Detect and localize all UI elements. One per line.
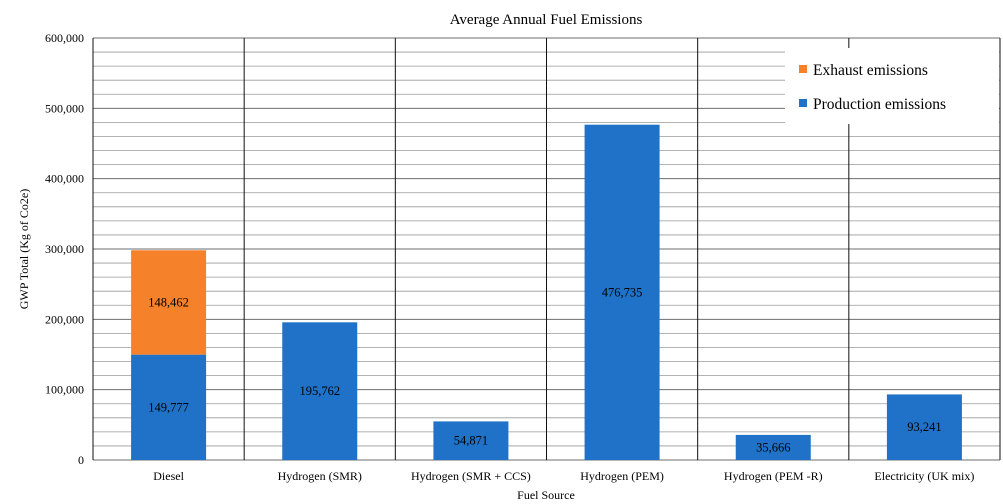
y-tick-label: 400,000 bbox=[45, 172, 84, 186]
legend-label: Exhaust emissions bbox=[813, 62, 928, 79]
bar bbox=[131, 250, 207, 355]
y-tick-label: 0 bbox=[78, 453, 84, 467]
gridlines bbox=[92, 37, 1001, 461]
y-axis-label: GWP Total (Kg of Co2e) bbox=[17, 189, 31, 309]
legend-label: Production emissions bbox=[813, 96, 946, 113]
data-label: 149,777 bbox=[148, 400, 189, 414]
x-tick-label: Hydrogen (PEM) bbox=[580, 469, 664, 483]
x-tick-label: Hydrogen (SMR + CCS) bbox=[411, 469, 531, 483]
y-tick-label: 600,000 bbox=[45, 31, 84, 45]
y-axis-ticks: 0 100,000 200,000 300,000 400,000 500,000 600,… bbox=[45, 31, 84, 467]
legend-swatch bbox=[799, 99, 807, 107]
legend-box bbox=[785, 48, 999, 124]
data-label: 195,762 bbox=[299, 384, 340, 398]
data-label: 35,666 bbox=[756, 440, 790, 454]
bar bbox=[886, 394, 962, 460]
y-tick-label: 200,000 bbox=[45, 312, 84, 326]
bar bbox=[131, 354, 207, 460]
legend: Exhaust emissions Production emissions bbox=[785, 48, 999, 124]
bars: 149,777 148,462 195,762 54,871 476,735 35,666… bbox=[131, 124, 962, 460]
x-axis-label: Fuel Source bbox=[517, 488, 575, 502]
x-axis-ticks: Diesel Hydrogen (SMR) Hydrogen (SMR + CCS)… bbox=[153, 469, 974, 483]
bar bbox=[735, 434, 811, 460]
bar bbox=[433, 421, 509, 460]
bar bbox=[282, 322, 358, 460]
y-tick-label: 100,000 bbox=[45, 383, 84, 397]
data-label: 93,241 bbox=[907, 420, 941, 434]
y-tick-label: 500,000 bbox=[45, 101, 84, 115]
y-tick-label: 300,000 bbox=[45, 242, 84, 256]
x-tick-label: Diesel bbox=[153, 469, 184, 483]
x-tick-label: Electricity (UK mix) bbox=[874, 469, 974, 483]
legend-swatch bbox=[799, 65, 807, 73]
x-tick-label: Hydrogen (SMR) bbox=[278, 469, 362, 483]
data-label: 148,462 bbox=[148, 295, 189, 309]
bar bbox=[584, 124, 660, 460]
chart-title: Average Annual Fuel Emissions bbox=[450, 12, 643, 28]
x-tick-label: Hydrogen (PEM -R) bbox=[724, 469, 823, 483]
data-label: 476,735 bbox=[602, 285, 643, 299]
data-label: 54,871 bbox=[454, 434, 488, 448]
